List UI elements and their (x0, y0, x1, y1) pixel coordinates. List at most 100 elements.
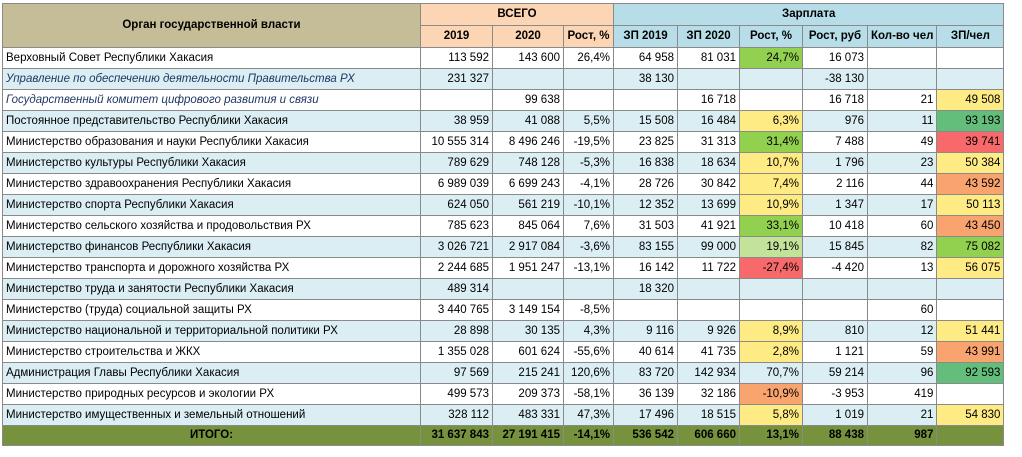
cell-zp-growth-pct[interactable]: 19,1% (739, 236, 803, 258)
cell-zp-growth-rub[interactable]: 810 (802, 320, 868, 342)
cell-zp-growth-rub[interactable]: 1 121 (802, 341, 868, 363)
cell-zp-per-person[interactable]: 51 441 (936, 320, 1005, 342)
cell-zp-2020[interactable]: 16 718 (677, 89, 740, 111)
cell-zp-per-person[interactable] (936, 278, 1005, 300)
header-col-zp-2020[interactable]: ЗП 2020 (677, 25, 740, 48)
cell-zp-growth-pct[interactable]: -27,4% (739, 257, 803, 279)
cell-2019[interactable]: 489 314 (420, 278, 493, 300)
cell-headcount[interactable]: 60 (866, 215, 938, 237)
cell-2019[interactable]: 3 026 721 (420, 236, 493, 258)
cell-zp-per-person[interactable] (936, 383, 1005, 405)
cell-org-name[interactable]: Министерство финансов Республики Хакасия (2, 236, 421, 258)
cell-zp-per-person[interactable]: 56 075 (936, 257, 1005, 279)
cell-zp-growth-pct[interactable]: 10,9% (739, 194, 803, 216)
cell-zp-2019[interactable]: 31 503 (613, 215, 678, 237)
header-col-2019[interactable]: 2019 (420, 25, 493, 48)
cell-zp-2019[interactable]: 15 508 (613, 110, 678, 132)
cell-zp-growth-rub[interactable] (802, 278, 868, 300)
cell-zp-per-person[interactable]: 50 113 (936, 194, 1005, 216)
cell-org-name[interactable]: Администрация Главы Республики Хакасия (2, 362, 421, 384)
cell-zp-per-person[interactable]: 54 830 (936, 404, 1005, 426)
cell-headcount[interactable]: 82 (866, 236, 938, 258)
cell-growth-pct[interactable]: 120,6% (563, 362, 614, 384)
cell-zp-2019[interactable]: 40 614 (613, 341, 678, 363)
cell-org-name[interactable]: Министерство национальной и территориаль… (2, 320, 421, 342)
header-col-headcount[interactable]: Кол-во чел (866, 25, 938, 48)
cell-headcount[interactable]: 11 (866, 110, 938, 132)
cell-headcount[interactable]: 59 (866, 341, 938, 363)
cell-2019[interactable]: 328 112 (420, 404, 493, 426)
header-org[interactable]: Орган государственной власти (2, 3, 421, 48)
cell-org-name[interactable]: Министерство имущественных и земельный о… (2, 404, 421, 426)
cell-growth-pct[interactable]: 5,5% (563, 110, 614, 132)
cell-total-zp-2019[interactable]: 536 542 (613, 425, 678, 446)
cell-zp-2019[interactable] (613, 89, 678, 111)
cell-growth-pct[interactable]: 47,3% (563, 404, 614, 426)
cell-2020[interactable]: 99 638 (492, 89, 564, 111)
cell-zp-per-person[interactable] (936, 68, 1005, 90)
cell-total-growth-pct[interactable]: -14,1% (563, 425, 614, 446)
cell-zp-2019[interactable]: 18 320 (613, 278, 678, 300)
cell-growth-pct[interactable]: 7,6% (563, 215, 614, 237)
cell-zp-2020[interactable]: 81 031 (677, 47, 740, 69)
cell-growth-pct[interactable]: -58,1% (563, 383, 614, 405)
cell-headcount[interactable] (866, 68, 938, 90)
cell-zp-per-person[interactable]: 93 193 (936, 110, 1005, 132)
cell-org-name[interactable]: Министерство спорта Республики Хакасия (2, 194, 421, 216)
cell-headcount[interactable]: 419 (866, 383, 938, 405)
header-col-2020[interactable]: 2020 (492, 25, 564, 48)
cell-zp-growth-rub[interactable]: 2 116 (802, 173, 868, 195)
cell-growth-pct[interactable]: -4,1% (563, 173, 614, 195)
cell-2020[interactable] (492, 278, 564, 300)
cell-zp-2019[interactable]: 28 726 (613, 173, 678, 195)
cell-headcount[interactable]: 60 (866, 299, 938, 321)
cell-zp-2020[interactable] (677, 278, 740, 300)
cell-zp-2020[interactable] (677, 68, 740, 90)
cell-zp-growth-pct[interactable]: 7,4% (739, 173, 803, 195)
cell-zp-per-person[interactable]: 92 593 (936, 362, 1005, 384)
cell-total-2020[interactable]: 27 191 415 (492, 425, 564, 446)
cell-growth-pct[interactable] (563, 278, 614, 300)
cell-org-name[interactable]: Министерство строительства и ЖКХ (2, 341, 421, 363)
cell-2019[interactable]: 3 440 765 (420, 299, 493, 321)
cell-zp-growth-rub[interactable]: 1 019 (802, 404, 868, 426)
cell-2020[interactable] (492, 68, 564, 90)
cell-zp-growth-rub[interactable]: 1 347 (802, 194, 868, 216)
header-col-zp-growth-pct[interactable]: Рост, % (739, 25, 803, 48)
cell-headcount[interactable]: 13 (866, 257, 938, 279)
cell-zp-2019[interactable]: 38 130 (613, 68, 678, 90)
cell-2019[interactable]: 624 050 (420, 194, 493, 216)
cell-total-headcount[interactable]: 987 (866, 425, 938, 446)
cell-total-2019[interactable]: 31 637 843 (420, 425, 493, 446)
cell-growth-pct[interactable]: -19,5% (563, 131, 614, 153)
cell-total-zp-2020[interactable]: 606 660 (677, 425, 740, 446)
cell-2020[interactable]: 215 241 (492, 362, 564, 384)
cell-zp-2019[interactable]: 36 139 (613, 383, 678, 405)
cell-zp-growth-rub[interactable]: -4 420 (802, 257, 868, 279)
cell-2019[interactable]: 28 898 (420, 320, 493, 342)
cell-org-name[interactable]: Министерство культуры Республики Хакасия (2, 152, 421, 174)
cell-headcount[interactable]: 12 (866, 320, 938, 342)
cell-org-name[interactable]: Министерство здравоохранения Республики … (2, 173, 421, 195)
cell-zp-growth-pct[interactable] (739, 89, 803, 111)
cell-zp-per-person[interactable]: 50 384 (936, 152, 1005, 174)
header-col-zp-2019[interactable]: ЗП 2019 (613, 25, 678, 48)
cell-growth-pct[interactable]: -8,5% (563, 299, 614, 321)
cell-2019[interactable]: 499 573 (420, 383, 493, 405)
cell-zp-2020[interactable]: 41 735 (677, 341, 740, 363)
cell-org-name[interactable]: Министерство транспорта и дорожного хозя… (2, 257, 421, 279)
cell-zp-2020[interactable]: 31 313 (677, 131, 740, 153)
cell-2019[interactable]: 2 244 685 (420, 257, 493, 279)
cell-zp-growth-rub[interactable] (802, 299, 868, 321)
cell-zp-2019[interactable]: 23 825 (613, 131, 678, 153)
cell-zp-2020[interactable]: 11 722 (677, 257, 740, 279)
cell-zp-per-person[interactable] (936, 47, 1005, 69)
cell-zp-growth-rub[interactable]: 59 214 (802, 362, 868, 384)
cell-org-name[interactable]: Управление по обеспечению деятельности П… (2, 68, 421, 90)
cell-zp-2019[interactable] (613, 299, 678, 321)
cell-zp-2020[interactable]: 9 926 (677, 320, 740, 342)
cell-zp-2019[interactable]: 64 958 (613, 47, 678, 69)
cell-zp-growth-pct[interactable]: 31,4% (739, 131, 803, 153)
cell-zp-growth-rub[interactable]: 16 718 (802, 89, 868, 111)
cell-zp-2020[interactable]: 13 699 (677, 194, 740, 216)
